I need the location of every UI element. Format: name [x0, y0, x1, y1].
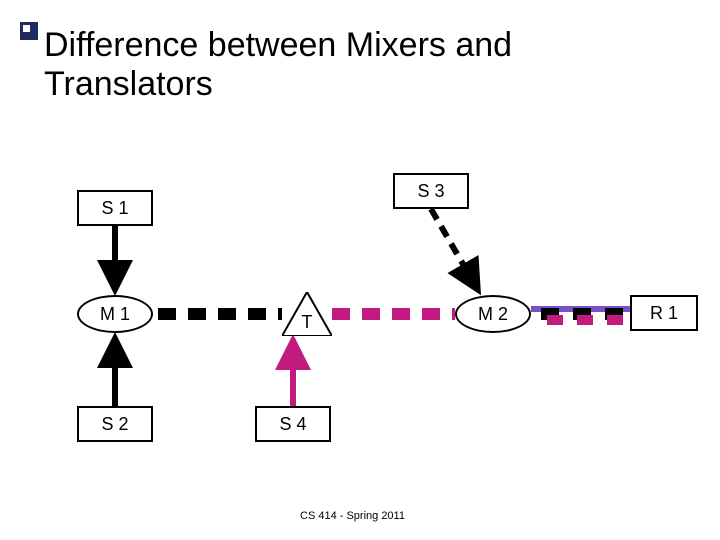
- node-m1: M 1: [77, 295, 153, 333]
- node-label-s2: S 2: [101, 414, 128, 435]
- node-label-s4: S 4: [279, 414, 306, 435]
- node-label-s1: S 1: [101, 198, 128, 219]
- node-label-m1: M 1: [100, 304, 130, 325]
- s3-to-m2: [431, 209, 478, 290]
- node-s3: S 3: [393, 173, 469, 209]
- node-t: T: [282, 292, 332, 336]
- node-s4: S 4: [255, 406, 331, 442]
- node-label-s3: S 3: [417, 181, 444, 202]
- node-s1: S 1: [77, 190, 153, 226]
- node-label-m2: M 2: [478, 304, 508, 325]
- node-s2: S 2: [77, 406, 153, 442]
- footer-text: CS 414 - Spring 2011: [300, 510, 405, 522]
- connectors-layer: [0, 0, 720, 540]
- slide-stage: Difference between Mixers and Translator…: [0, 0, 720, 540]
- node-label-r1: R 1: [650, 303, 678, 324]
- node-m2: M 2: [455, 295, 531, 333]
- slide-footer: CS 414 - Spring 2011: [300, 510, 405, 522]
- node-label-t: T: [302, 312, 313, 333]
- node-r1: R 1: [630, 295, 698, 331]
